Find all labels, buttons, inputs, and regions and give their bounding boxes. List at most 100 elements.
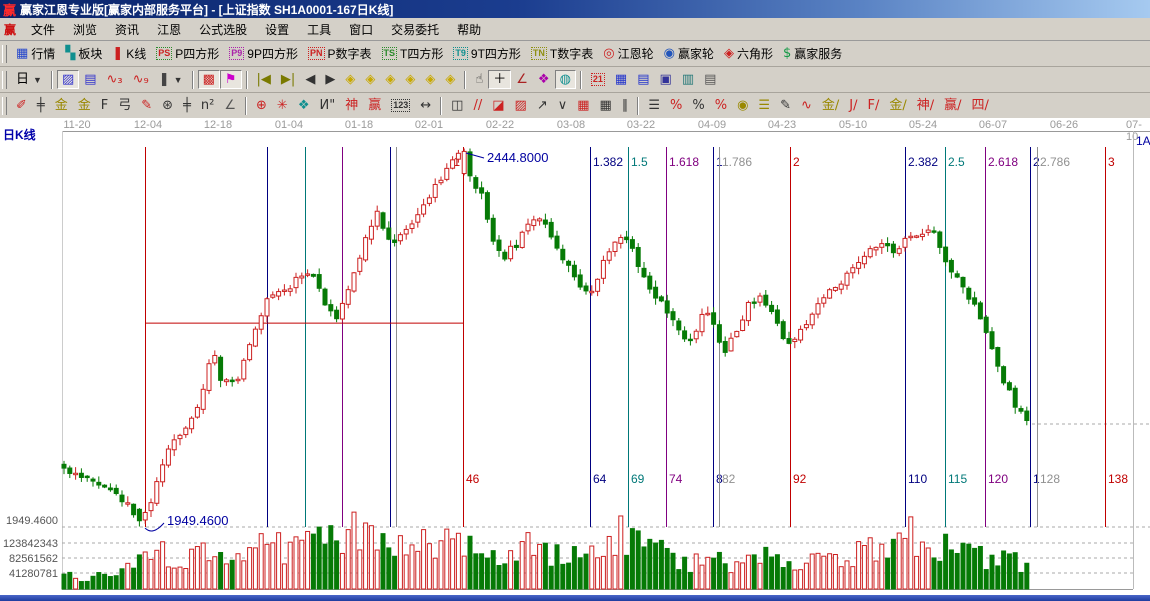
toolbar-grip[interactable] (2, 96, 7, 115)
menu-item-公式选股[interactable]: 公式选股 (199, 22, 248, 37)
menu-item-文件[interactable]: 文件 (31, 22, 56, 37)
spiral-tool-icon[interactable]: 弓 (113, 96, 136, 115)
zigzag-chart-icon[interactable]: ▨ (56, 70, 80, 89)
menu-item-窗口[interactable]: 窗口 (349, 22, 374, 37)
ying-angle-icon[interactable]: 赢∕ (939, 96, 966, 115)
f-comb-icon[interactable]: F (96, 96, 113, 115)
quote-table-button[interactable]: ▦ 行情 (11, 42, 60, 65)
last-bar-icon[interactable]: ▶| (276, 70, 300, 89)
red-grid-icon[interactable]: ▦ (572, 96, 594, 115)
scale-ruler-icon[interactable]: ☰ (643, 96, 665, 115)
menu-item-交易委托[interactable]: 交易委托 (391, 22, 440, 37)
toolbar-grip[interactable] (2, 70, 7, 89)
menu-item-江恩[interactable]: 江恩 (157, 22, 182, 37)
percent-fan-icon[interactable]: % (665, 96, 687, 115)
t-square-button[interactable]: TS T四方形 (377, 42, 449, 65)
diamond-compress-icon[interactable]: ◈ (420, 70, 440, 89)
number-grid-icon[interactable]: 123 (386, 96, 415, 115)
menu-logo-icon[interactable]: 赢 (4, 22, 17, 37)
target-circle-icon[interactable]: ⊕ (251, 96, 272, 115)
menu-item-设置[interactable]: 设置 (265, 22, 290, 37)
shen-comb-icon[interactable]: 神 (340, 96, 363, 115)
clock-cycle-icon[interactable]: ⊛ (157, 96, 178, 115)
i-wave-icon[interactable]: И" (314, 96, 340, 115)
angle-measure-icon[interactable]: ∠ (511, 70, 533, 89)
v-wave-icon[interactable]: ∨ (553, 96, 573, 115)
parallel-lines-icon[interactable]: ∥ (617, 96, 634, 115)
cycle-tool-icon[interactable]: ◍ (554, 70, 576, 89)
hexagon-button[interactable]: ◈ 六角形 (719, 42, 778, 65)
menu-item-浏览[interactable]: 浏览 (73, 22, 98, 37)
menu-item-资讯[interactable]: 资讯 (115, 22, 140, 37)
ying-mark-icon[interactable]: 赢 (363, 96, 386, 115)
first-bar-icon[interactable]: |◀ (252, 70, 276, 89)
title-bar[interactable]: 赢 赢家江恩专业版[赢家内部服务平台] - [上证指数 SH1A0001-167… (0, 0, 1150, 18)
save-icon[interactable]: ▣ (655, 70, 677, 89)
angle-a-icon[interactable]: ∠ (219, 96, 241, 115)
percent-line-icon[interactable]: % (710, 96, 732, 115)
width-arrow-icon[interactable]: ↔ (415, 96, 436, 115)
si-angle-icon[interactable]: 四∕ (967, 96, 994, 115)
brush-icon[interactable]: ✐ (11, 96, 32, 115)
snapshot-icon[interactable]: ▥ (677, 70, 699, 89)
print-icon[interactable]: ▤ (699, 70, 721, 89)
comb2-tool-icon[interactable]: ╪ (178, 96, 196, 115)
candle-style-select[interactable]: ❚ ▼ (154, 70, 188, 89)
gold-angle-icon[interactable]: 金∕ (817, 96, 844, 115)
calendar-icon[interactable]: 21 (586, 70, 610, 89)
gold-comb-icon[interactable]: 金 (50, 96, 73, 115)
t-number-button[interactable]: TN T数字表 (526, 42, 598, 65)
toolbar-grip[interactable] (2, 44, 7, 63)
shen-angle-icon[interactable]: 神∕ (912, 96, 939, 115)
next-bar-icon[interactable]: ▶ (320, 70, 340, 89)
web-grid-icon[interactable]: ❖ (293, 96, 315, 115)
box-fan2-icon[interactable]: ▨ (510, 96, 532, 115)
winner-service-button[interactable]: $ 赢家服务 (778, 42, 847, 65)
menu-item-帮助[interactable]: 帮助 (457, 22, 482, 37)
hand-tool-icon[interactable]: ☝ (470, 70, 488, 89)
red-pen-icon[interactable]: ✎ (136, 96, 157, 115)
kline-button[interactable]: ❚ K线 (107, 42, 151, 65)
calculator-icon[interactable]: ▦ (610, 70, 632, 89)
p-square-button[interactable]: PS P四方形 (151, 42, 224, 65)
j-angle-icon[interactable]: J∕ (844, 96, 862, 115)
gold-angle2-icon[interactable]: 金∕ (884, 96, 911, 115)
star-burst-icon[interactable]: ✳ (272, 96, 293, 115)
diamond-h-shrink-icon[interactable]: ◈ (400, 70, 420, 89)
wave9-icon[interactable]: ∿₉ (128, 70, 154, 89)
gold-lines-icon[interactable]: ☰ (753, 96, 775, 115)
percent-tool-icon[interactable]: % (687, 96, 709, 115)
memo-icon[interactable]: ▤ (632, 70, 654, 89)
gann-wheel-button[interactable]: ◎ 江恩轮 (598, 42, 658, 65)
period-select[interactable]: 日 ▼ (11, 70, 47, 89)
color-flag-icon[interactable]: ⚑ (219, 70, 242, 89)
gann-tool-icon[interactable]: ❖ (533, 70, 555, 89)
pattern-red-icon[interactable]: ▩ (197, 70, 220, 89)
p-number-button[interactable]: PN P数字表 (303, 42, 377, 65)
t9-square-button[interactable]: T9 9T四方形 (448, 42, 526, 65)
p9-square-button[interactable]: P9 9P四方形 (224, 42, 303, 65)
diamond-h-expand-icon[interactable]: ◈ (380, 70, 400, 89)
winner-wheel-button[interactable]: ◉ 赢家轮 (659, 42, 719, 65)
kline-chart-area[interactable]: 11-20 12-04 12-18 01-04 01-18 02-01 02-22 03-08… (0, 118, 1150, 595)
n-squared-icon[interactable]: n² (196, 96, 219, 115)
gann-square-icon[interactable]: ◫ (446, 96, 468, 115)
box-fan-icon[interactable]: ◪ (487, 96, 509, 115)
red-wave-icon[interactable]: ∿ (796, 96, 817, 115)
crosshair-tool-icon[interactable]: ＋ (488, 70, 512, 89)
dark-grid-icon[interactable]: ▦ (595, 96, 617, 115)
wave3-icon[interactable]: ∿₃ (102, 70, 128, 89)
diamond-left-icon[interactable]: ◈ (340, 70, 360, 89)
ink-pen-icon[interactable]: ✎ (775, 96, 796, 115)
blocks-button[interactable]: ▚ 板块 (60, 42, 107, 65)
menu-item-工具[interactable]: 工具 (307, 22, 332, 37)
info-panel-icon[interactable]: ▤ (79, 70, 101, 89)
chart-canvas[interactable]: 1461.382641.5691.61874181.786822922.3821… (0, 131, 1150, 595)
diamond-right-icon[interactable]: ◈ (360, 70, 380, 89)
gold-circle-icon[interactable]: ◉ (732, 96, 753, 115)
diamond-expand-icon[interactable]: ◈ (440, 70, 460, 89)
red-fan-icon[interactable]: // (468, 96, 487, 115)
prev-bar-icon[interactable]: ◀ (300, 70, 320, 89)
comb-tool-icon[interactable]: ╪ (32, 96, 50, 115)
f-angle-icon[interactable]: F∕ (863, 96, 885, 115)
